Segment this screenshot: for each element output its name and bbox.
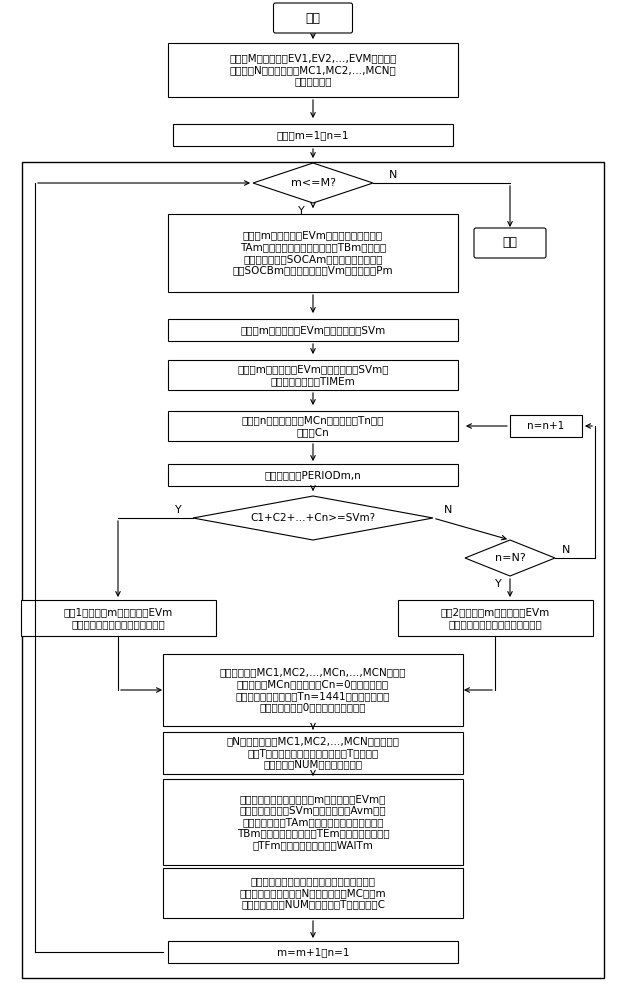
Polygon shape <box>193 496 433 540</box>
Polygon shape <box>465 540 555 576</box>
Text: Y: Y <box>175 505 182 515</box>
Text: 若移动充电器MC1,MC2,…,MCn,…,MCN中某一
移动充电器MCn的空闲容量Cn=0，设置其空闭
时刻为异常状态值，即Tn=1441；表示该移动充
电器: 若移动充电器MC1,MC2,…,MCn,…,MCN中某一 移动充电器MCn的空闲… <box>220 668 406 712</box>
Text: Y: Y <box>297 206 304 216</box>
Bar <box>168 941 458 963</box>
Text: n=N?: n=N? <box>495 553 525 563</box>
Text: 计算第m辆电动汽车EVm的需求充电量SVm对
应的连续充电时长TIMEm: 计算第m辆电动汽车EVm的需求充电量SVm对 应的连续充电时长TIMEm <box>237 364 389 386</box>
Bar <box>163 868 463 918</box>
Text: 结束: 结束 <box>503 236 518 249</box>
Bar <box>168 43 458 97</box>
Text: 模块1：计算第m辆电动汽车EVm
的充电方案和充电服务站运营参数: 模块1：计算第m辆电动汽车EVm 的充电方案和充电服务站运营参数 <box>63 607 173 629</box>
Text: 开始: 开始 <box>305 11 321 24</box>
Text: C1+C2+…+Cn>=SVm?: C1+C2+…+Cn>=SVm? <box>250 513 376 523</box>
FancyBboxPatch shape <box>474 228 546 258</box>
Bar <box>168 214 458 292</box>
Bar <box>168 464 458 486</box>
Bar <box>510 415 582 437</box>
Bar <box>163 732 463 774</box>
Bar <box>168 360 458 390</box>
Text: 模块2：计算第m辆电动汽车EVm
的充电方案和充电服务站运营参数: 模块2：计算第m辆电动汽车EVm 的充电方案和充电服务站运营参数 <box>440 607 550 629</box>
Text: 输出充电服务站运营参数：本充电方案使用的
移动充电器运营参数：N台移动充电器MC在第m
次排序后的编号NUM，空闲时刻T和空闲容量C: 输出充电服务站运营参数：本充电方案使用的 移动充电器运营参数：N台移动充电器MC… <box>240 876 386 910</box>
Text: 对N台移动充电器MC1,MC2,…,MCN按各自空闲
时刻T的升序进行排序；当空闲时刻T相同时，
按各自编号NUM的升序进行排序: 对N台移动充电器MC1,MC2,…,MCN按各自空闲 时刻T的升序进行排序；当空… <box>227 736 399 770</box>
Bar <box>21 600 215 636</box>
Polygon shape <box>253 163 373 203</box>
Text: 输出电动汽车充电方案：第m辆电动汽车EVm的
编号，需求充电量SVm，实际充电量Avm，提
出充电需求时刻TAm，预期离开充电服务站时刻
TBm，实际开始充电时: 输出电动汽车充电方案：第m辆电动汽车EVm的 编号，需求充电量SVm，实际充电量… <box>237 794 389 850</box>
Bar <box>173 124 453 146</box>
Bar <box>163 654 463 726</box>
Bar <box>168 411 458 441</box>
Text: 计算时间间隔PERIODm,n: 计算时间间隔PERIODm,n <box>265 470 361 480</box>
FancyBboxPatch shape <box>274 3 352 33</box>
Bar <box>163 779 463 865</box>
Text: 获取第n个移动充电器MCn的空闲时刻Tn和空
闲容量Cn: 获取第n个移动充电器MCn的空闲时刻Tn和空 闲容量Cn <box>242 415 384 437</box>
Text: 获取第m辆电动汽车EVm的提出充电需求时刻
TAm、预期离开充电服务站时刻TBm、动力电
池起始荷电状态SOCAm、动力电池目标荷电
状态SOCBm、动力电池容: 获取第m辆电动汽车EVm的提出充电需求时刻 TAm、预期离开充电服务站时刻TBm… <box>233 231 393 275</box>
Text: Y: Y <box>495 579 501 589</box>
Bar <box>398 600 592 636</box>
Text: 初始化m=1，n=1: 初始化m=1，n=1 <box>277 130 349 140</box>
Text: m<=M?: m<=M? <box>290 178 336 188</box>
Text: N: N <box>562 545 570 555</box>
Text: n=n+1: n=n+1 <box>527 421 565 431</box>
Text: 初始化M辆电动汽车EV1,EV2,…,EVM的充电需
求参数和N台移动充电器MC1,MC2,…,MCN的
工作状态参数: 初始化M辆电动汽车EV1,EV2,…,EVM的充电需 求参数和N台移动充电器MC… <box>229 53 397 87</box>
Text: m=m+1，n=1: m=m+1，n=1 <box>277 947 349 957</box>
Text: 计算第m辆电动汽车EVm的需求充电量SVm: 计算第m辆电动汽车EVm的需求充电量SVm <box>240 325 386 335</box>
Text: N: N <box>444 505 452 515</box>
Bar <box>168 319 458 341</box>
Bar <box>22 162 604 978</box>
Text: N: N <box>389 170 397 180</box>
